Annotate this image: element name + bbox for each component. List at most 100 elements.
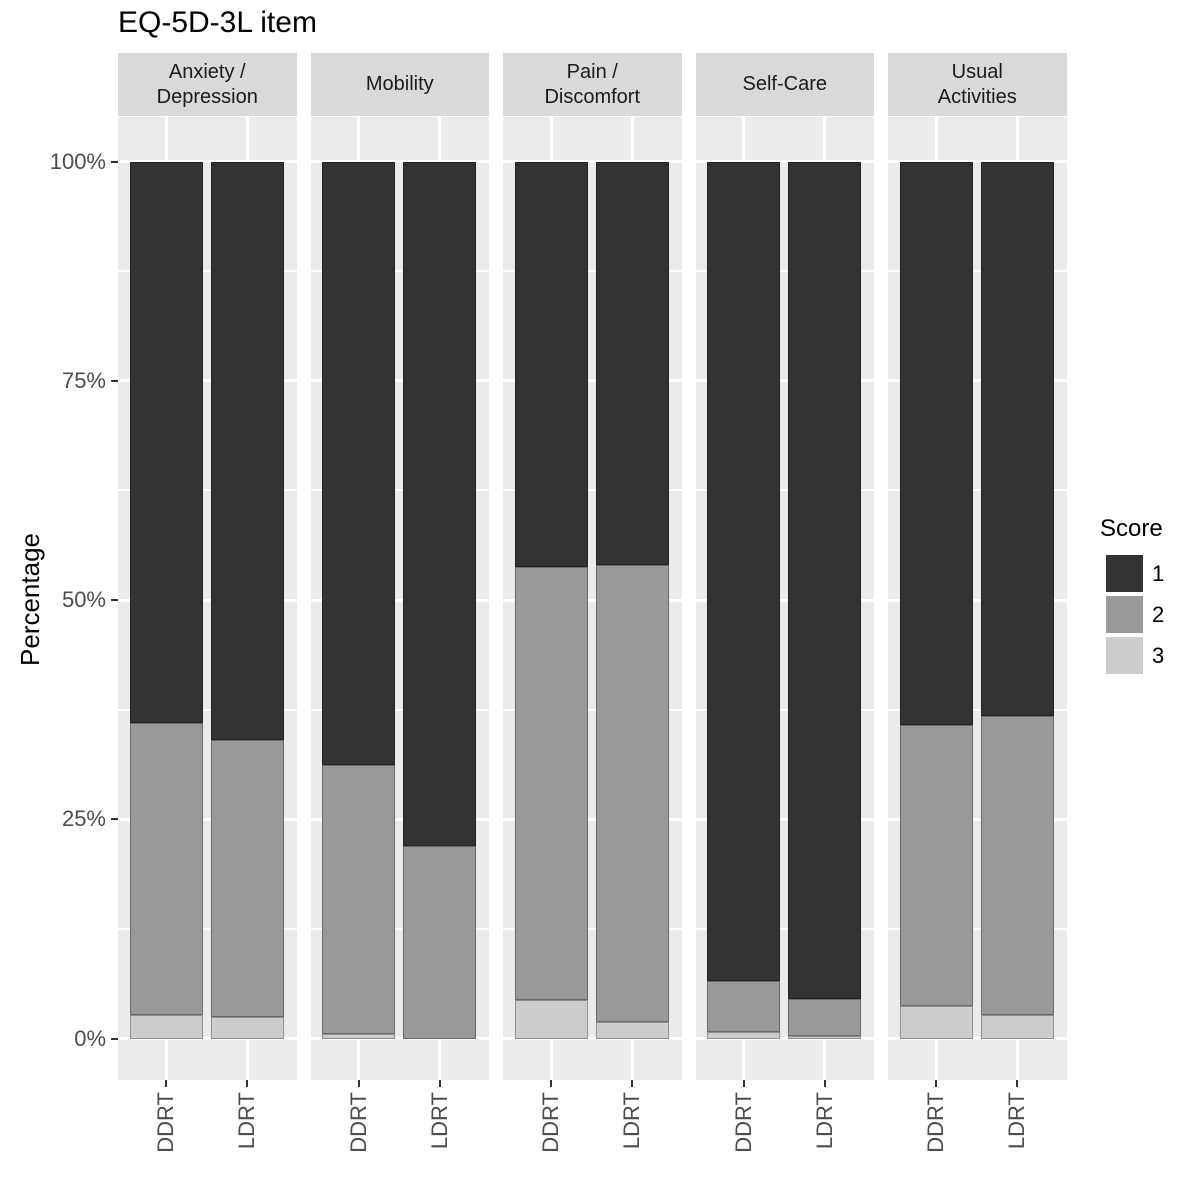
bar-segment-score-2: [595, 564, 669, 1022]
facet-usual-activities: Usual Activities: [888, 0, 1067, 1199]
gridline-minor: [888, 489, 1067, 492]
legend-entries: 1 2 3: [1098, 555, 1198, 674]
legend: Score 1 2 3: [1098, 515, 1198, 678]
bar-segment-score-1: [514, 161, 588, 567]
gridline-minor: [888, 708, 1067, 711]
gridline-minor: [118, 708, 297, 711]
gridline-major: [310, 379, 489, 383]
facet-strip-label: Self-Care: [742, 73, 827, 95]
x-tick-label: LDRT: [1004, 1092, 1029, 1150]
facet-anxiety-depression: Anxiety / Depression: [118, 0, 297, 1199]
gridline-major: [695, 160, 874, 163]
y-tick-label: 25%: [61, 806, 106, 832]
gridline-major: [695, 598, 874, 602]
facet-panel: [118, 117, 297, 1080]
bar-ldrt: [980, 117, 1054, 1080]
gridline-minor: [695, 489, 874, 492]
x-tick-label: DDRT: [538, 1092, 563, 1153]
bar-segment-score-2: [210, 740, 284, 1017]
facet-strip-label: Usual Activities: [937, 60, 1017, 108]
bar-segment-score-2: [129, 722, 203, 1015]
bar-ldrt: [210, 117, 284, 1080]
legend-key-score-2: [1106, 596, 1143, 633]
bar-segment-score-1: [322, 161, 395, 765]
gridline-major: [503, 817, 682, 821]
gridline-major: [695, 1037, 874, 1040]
bar-segment-score-1: [210, 161, 284, 741]
x-tick: [823, 1080, 826, 1087]
x-tick-label: DDRT: [345, 1092, 371, 1153]
bar-segment-score-1: [595, 161, 669, 565]
legend-title: Score: [1100, 515, 1163, 542]
gridline-major: [118, 1037, 297, 1040]
gridline-minor: [118, 489, 297, 492]
facet-pain-discomfort: Pain / Discomfort: [503, 0, 682, 1199]
bar-segment-score-3: [210, 1016, 284, 1039]
facet-panel: [503, 117, 682, 1080]
x-tick-label: LDRT: [234, 1092, 259, 1150]
bar-segment-score-2: [403, 845, 476, 1039]
gridline-minor: [888, 270, 1067, 273]
gridline-major: [695, 817, 874, 821]
legend-key-label: 1: [1152, 560, 1165, 586]
x-tick: [165, 1080, 167, 1087]
bar-segment-score-1: [403, 161, 476, 846]
bar-segment-score-1: [899, 161, 973, 725]
bar-segment-score-3: [899, 1006, 973, 1039]
gridline-major: [503, 379, 682, 383]
legend-key-score-3: [1106, 637, 1143, 674]
x-tick: [246, 1080, 248, 1087]
bar-segment-score-1: [980, 161, 1054, 716]
facet-panel: [310, 117, 489, 1080]
gridline-minor: [310, 270, 489, 273]
y-tick: [111, 1037, 118, 1040]
bar-ddrt: [899, 117, 973, 1080]
gridline-major: [310, 817, 489, 821]
gridline-major: [888, 379, 1067, 383]
y-tick: [111, 160, 118, 163]
gridline-major: [888, 1037, 1067, 1040]
legend-entry-score-3: 3: [1098, 637, 1198, 674]
legend-key-label: 2: [1152, 601, 1165, 627]
gridline-major: [503, 598, 682, 602]
bar-segment-score-2: [322, 764, 395, 1035]
legend-entry-score-1: 1: [1098, 555, 1198, 592]
bar-ldrt: [595, 117, 669, 1080]
facet-self-care: Self-Care: [695, 0, 874, 1199]
x-tick: [935, 1080, 937, 1087]
x-tick-label: LDRT: [619, 1092, 644, 1150]
facet-panel: [695, 117, 874, 1080]
y-tick: [111, 818, 118, 821]
x-tick: [357, 1080, 360, 1087]
facet-strip: Pain / Discomfort: [503, 53, 682, 116]
gridline-major: [118, 160, 297, 163]
facet-strip: Mobility: [310, 53, 489, 116]
gridline-major: [310, 160, 489, 163]
gridline-minor: [888, 927, 1067, 930]
x-tick: [438, 1080, 441, 1087]
x-tick-label: DDRT: [923, 1092, 948, 1153]
bar-segment-score-2: [788, 999, 861, 1036]
bar-ddrt: [322, 117, 395, 1080]
gridline-minor: [310, 489, 489, 492]
facet-strip-label: Mobility: [365, 73, 434, 95]
x-tick-label: LDRT: [811, 1092, 837, 1150]
bar-segment-score-2: [899, 724, 973, 1007]
gridline-minor: [503, 927, 682, 930]
facet-panel: [888, 117, 1067, 1080]
bar-segment-score-3: [980, 1014, 1054, 1039]
gridline-major: [310, 598, 489, 602]
y-tick: [111, 379, 118, 382]
gridline-major: [503, 160, 682, 163]
gridline-minor: [310, 708, 489, 711]
gridline-minor: [503, 489, 682, 492]
facet-strip: Self-Care: [695, 53, 874, 116]
bar-segment-score-2: [707, 980, 780, 1033]
gridline-minor: [118, 270, 297, 273]
gridline-minor: [695, 708, 874, 711]
bar-ddrt: [514, 117, 588, 1080]
gridline-major: [888, 817, 1067, 821]
bar-segment-score-2: [980, 715, 1054, 1015]
bar-segment-score-3: [788, 1035, 861, 1039]
